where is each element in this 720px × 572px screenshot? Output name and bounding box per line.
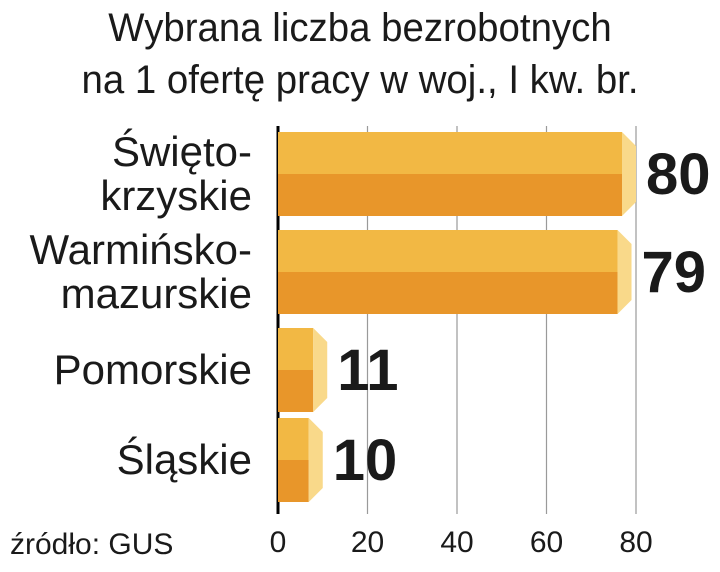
bar-value-label: 80 [646, 142, 711, 207]
category-label: Warmińsko- [30, 226, 252, 273]
category-label: mazurskie [61, 270, 252, 317]
bar-end-cap [617, 230, 632, 314]
x-tick-label: 80 [619, 526, 652, 559]
bar-end-cap [622, 132, 636, 216]
bar-bottom-face [278, 370, 314, 412]
bar-end-cap [308, 418, 323, 502]
bar-bottom-face [278, 460, 309, 502]
source-note: źródło: GUS [10, 528, 174, 561]
bar-value-label: 79 [642, 240, 707, 305]
x-tick-label: 20 [351, 526, 384, 559]
bar-value-label: 10 [333, 428, 398, 493]
x-tick-label: 60 [530, 526, 563, 559]
bar-bottom-face [278, 174, 622, 216]
bar-top-face [278, 328, 314, 370]
category-label: Pomorskie [54, 346, 252, 393]
category-label: Święto- [112, 127, 252, 175]
chart-title-line-1: Wybrana liczba bezrobotnych [108, 6, 612, 50]
chart-title-line-2: na 1 ofertę pracy w woj., I kw. br. [81, 58, 639, 102]
x-tick-label: 40 [440, 526, 473, 559]
category-label: Śląskie [117, 435, 252, 483]
bar-top-face [278, 418, 309, 460]
bar-top-face [278, 230, 618, 272]
bar-top-face [278, 132, 622, 174]
bar-value-label: 11 [337, 338, 398, 403]
bar-bottom-face [278, 272, 618, 314]
category-label: krzyskie [100, 172, 252, 219]
bar-end-cap [313, 328, 328, 412]
x-tick-label: 0 [270, 526, 287, 559]
chart-title: Wybrana liczba bezrobotnych na 1 ofertę … [14, 2, 705, 106]
